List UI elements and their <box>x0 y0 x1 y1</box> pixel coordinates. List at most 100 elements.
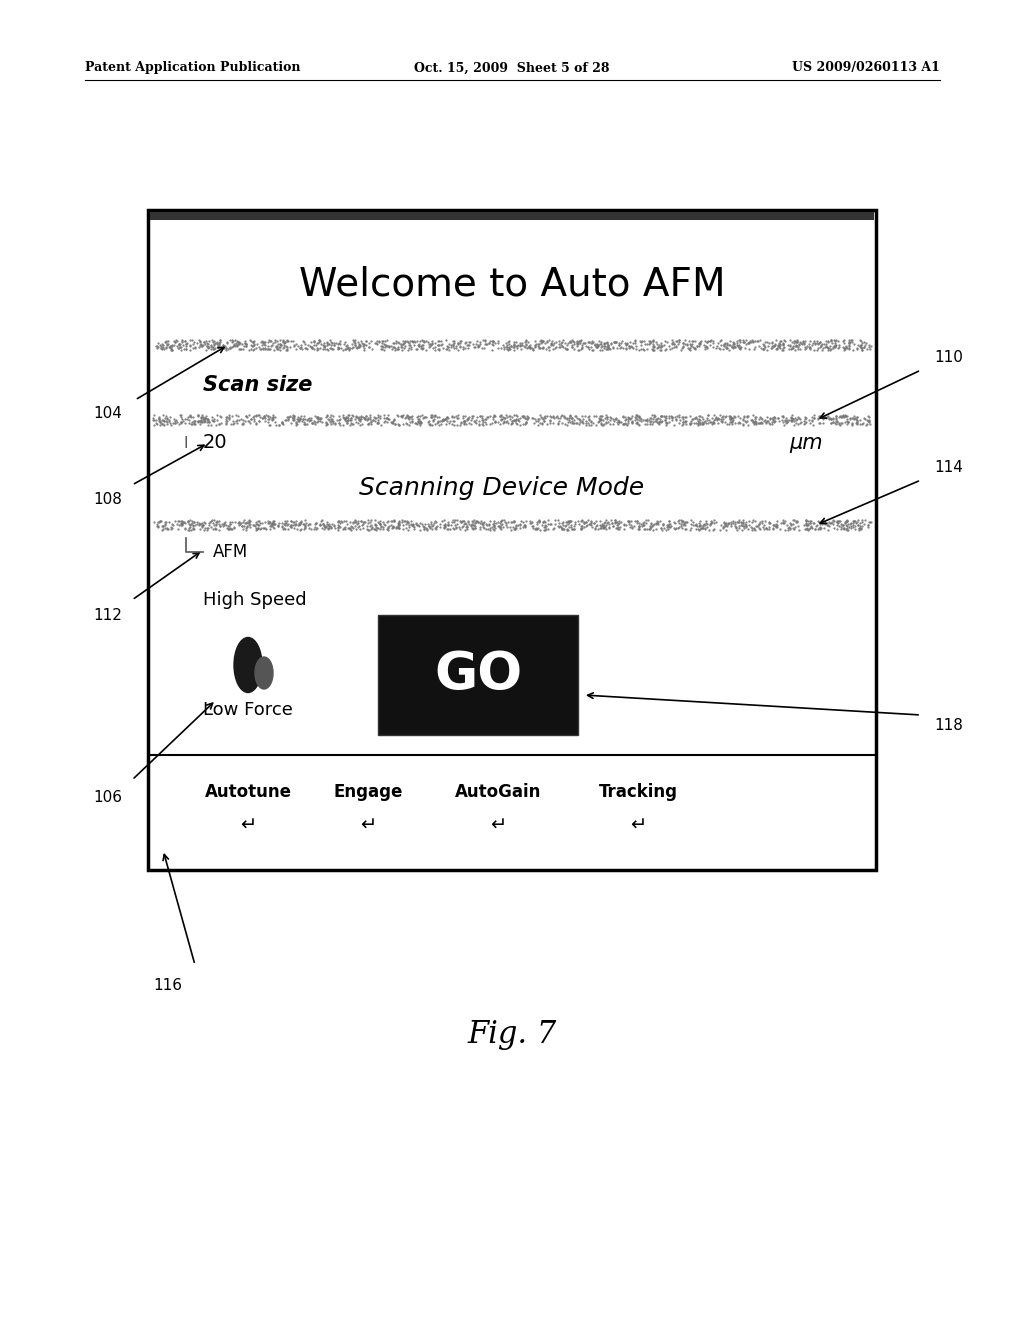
Point <box>666 331 682 352</box>
Point <box>531 519 548 540</box>
Point <box>601 407 617 428</box>
Point <box>423 334 439 355</box>
Point <box>862 335 879 356</box>
Point <box>593 334 609 355</box>
Point <box>526 334 543 355</box>
Point <box>403 330 420 351</box>
Point <box>610 519 627 540</box>
Point <box>850 335 866 356</box>
Point <box>597 333 613 354</box>
Point <box>196 409 212 430</box>
Point <box>384 411 400 432</box>
Point <box>261 512 278 533</box>
Point <box>421 337 437 358</box>
Point <box>291 512 307 533</box>
Point <box>705 337 721 358</box>
Point <box>628 413 644 434</box>
Point <box>728 517 744 539</box>
Point <box>231 409 248 430</box>
Point <box>319 333 336 354</box>
Point <box>605 411 622 432</box>
Point <box>228 334 245 355</box>
Point <box>479 407 496 428</box>
Point <box>175 334 191 355</box>
Point <box>508 331 524 352</box>
Point <box>423 513 439 535</box>
Point <box>853 334 869 355</box>
Point <box>333 511 349 532</box>
Point <box>210 513 226 535</box>
Point <box>851 517 867 539</box>
Point <box>322 515 338 536</box>
Point <box>559 519 575 540</box>
Point <box>497 337 513 358</box>
Point <box>377 515 393 536</box>
Point <box>692 515 709 536</box>
Point <box>206 338 222 359</box>
Point <box>288 412 304 433</box>
Point <box>797 337 813 358</box>
Point <box>825 517 842 539</box>
Point <box>658 515 675 536</box>
Point <box>197 411 213 432</box>
Point <box>643 512 659 533</box>
Point <box>740 515 757 536</box>
Point <box>724 411 740 432</box>
Point <box>212 331 228 352</box>
Point <box>774 338 791 359</box>
Point <box>401 411 418 432</box>
Point <box>559 513 575 535</box>
Point <box>718 338 734 359</box>
Point <box>367 333 383 354</box>
Point <box>778 409 795 430</box>
Point <box>675 333 691 354</box>
Point <box>270 515 287 536</box>
Point <box>706 412 722 433</box>
Point <box>552 515 568 536</box>
Point <box>520 337 537 358</box>
Point <box>224 331 241 352</box>
Point <box>162 337 178 358</box>
Point <box>486 411 503 432</box>
Point <box>376 408 392 429</box>
Point <box>408 339 424 360</box>
Point <box>618 409 635 430</box>
Point <box>340 517 356 539</box>
Point <box>218 412 234 433</box>
Point <box>540 513 556 535</box>
Point <box>573 511 590 532</box>
Point <box>480 333 497 354</box>
Point <box>621 408 637 429</box>
Point <box>303 409 319 430</box>
Point <box>515 407 531 428</box>
Point <box>161 409 177 430</box>
Point <box>167 331 183 352</box>
Point <box>237 331 253 352</box>
Point <box>164 339 180 360</box>
Point <box>443 515 460 536</box>
Point <box>411 334 427 355</box>
Point <box>508 409 524 430</box>
Point <box>644 339 660 360</box>
Point <box>629 404 645 425</box>
Point <box>416 516 432 537</box>
Point <box>317 412 334 433</box>
Point <box>798 412 814 433</box>
Point <box>318 412 335 433</box>
Point <box>596 516 612 537</box>
Point <box>560 409 577 430</box>
Point <box>371 330 387 351</box>
Point <box>764 412 780 433</box>
Point <box>206 411 222 432</box>
Point <box>664 334 680 355</box>
Point <box>307 411 324 432</box>
Point <box>809 515 825 536</box>
Point <box>453 413 469 434</box>
Point <box>312 515 329 536</box>
Point <box>159 334 175 355</box>
Point <box>467 517 483 539</box>
Point <box>457 412 473 433</box>
Point <box>675 333 691 354</box>
Point <box>754 512 770 533</box>
Point <box>529 408 546 429</box>
